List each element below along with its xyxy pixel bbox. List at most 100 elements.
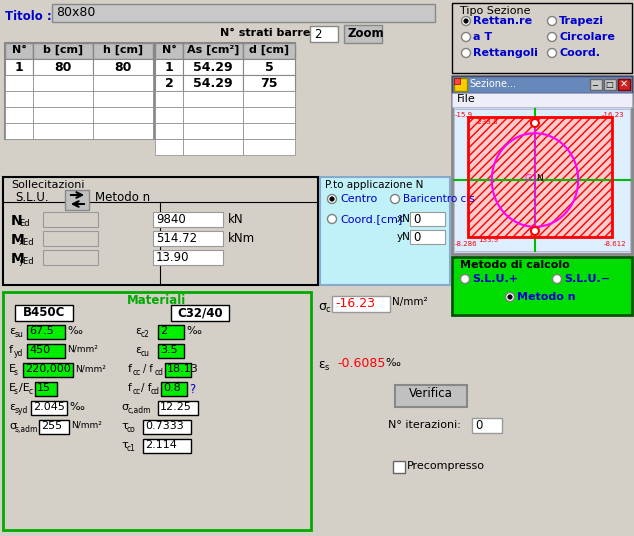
Text: Trapezi: Trapezi [559,16,604,26]
Circle shape [548,33,557,41]
Text: 80x80: 80x80 [56,6,95,19]
Text: N° iterazioni:: N° iterazioni: [388,420,461,430]
Text: E: E [9,383,16,393]
Bar [35,382,57,396]
Text: 514.72: 514.72 [156,232,197,245]
Bar [39,420,69,434]
Circle shape [328,195,337,204]
Text: xN: xN [397,214,411,224]
Text: s: s [14,368,18,377]
Text: kNm: kNm [228,232,255,245]
Circle shape [508,295,512,299]
Circle shape [391,195,399,204]
Text: xEd: xEd [19,238,35,247]
Bar [155,123,183,139]
Text: N/mm²: N/mm² [67,345,98,354]
Text: File: File [457,94,476,104]
Bar [27,325,65,339]
Bar [5,75,33,91]
Bar [93,91,153,107]
Text: S.L.U.−: S.L.U.− [564,274,610,284]
Circle shape [328,214,337,224]
Text: 2.114: 2.114 [145,440,177,450]
Text: Metodo n: Metodo n [517,292,576,302]
Text: 5: 5 [264,61,273,74]
Text: Circolare: Circolare [559,32,615,42]
Bar [158,325,184,339]
Bar [452,257,632,315]
Circle shape [552,274,562,284]
Bar [5,91,33,107]
Text: kN: kN [228,213,243,226]
Circle shape [462,17,470,26]
Bar [243,123,295,139]
Text: -0.6085: -0.6085 [337,357,385,370]
Text: M: M [11,252,25,266]
Bar [33,59,93,75]
Text: As [cm²]: As [cm²] [187,45,239,55]
Text: Coord.: Coord. [559,48,600,58]
Text: 1: 1 [15,61,23,74]
Text: ‰: ‰ [186,326,201,336]
Text: 255: 255 [41,421,62,431]
Bar [243,75,295,91]
Bar [5,43,33,59]
Text: s,adm: s,adm [15,425,39,434]
Text: 2.045: 2.045 [33,402,65,412]
Text: su: su [15,330,24,339]
Bar [332,296,390,312]
Text: cd: cd [151,387,160,396]
Bar [3,292,311,530]
Bar [320,177,450,285]
Bar [31,401,67,415]
Bar [165,363,191,377]
Text: Verifica: Verifica [409,387,453,400]
Text: a T: a T [473,32,492,42]
Text: -16.23: -16.23 [602,112,624,118]
Bar [93,43,153,59]
Text: ε: ε [318,358,325,371]
Bar [33,43,93,59]
Text: h [cm]: h [cm] [103,45,143,55]
Text: 133.9: 133.9 [478,237,498,243]
Text: c: c [29,387,33,396]
Bar [3,177,318,285]
Text: 18.13: 18.13 [167,364,198,374]
Text: yN: yN [397,232,411,242]
Bar [143,420,191,434]
Text: ε: ε [135,345,141,355]
Text: syd: syd [15,406,29,415]
Bar [183,123,243,139]
Text: d [cm]: d [cm] [249,45,289,55]
Text: Tipo Sezione: Tipo Sezione [460,6,531,16]
Text: N°: N° [11,45,27,55]
Bar [33,107,93,123]
Bar [33,75,93,91]
Bar [410,230,445,244]
Text: Baricentro cls: Baricentro cls [403,194,475,204]
Text: /E: /E [19,383,30,393]
Text: Materiali: Materiali [127,294,186,307]
Circle shape [462,48,470,57]
Text: / f: / f [141,383,152,393]
Text: 75: 75 [260,77,278,90]
Text: cd: cd [155,368,164,377]
Bar [452,76,632,254]
Text: τ: τ [121,440,127,450]
Text: Rettan.re: Rettan.re [473,16,532,26]
Text: -8.286: -8.286 [455,241,477,247]
Circle shape [531,227,539,235]
Text: 0: 0 [413,231,420,244]
Bar [468,117,612,237]
Text: C32/40: C32/40 [177,306,223,319]
Bar [243,91,295,107]
Text: τ: τ [121,421,127,431]
Text: cc: cc [133,387,141,396]
Text: f: f [128,364,132,374]
Bar [395,385,467,407]
Bar [590,79,602,90]
Bar [243,59,295,75]
Text: N: N [536,174,543,183]
Bar [393,461,405,473]
Text: 0: 0 [413,213,420,226]
